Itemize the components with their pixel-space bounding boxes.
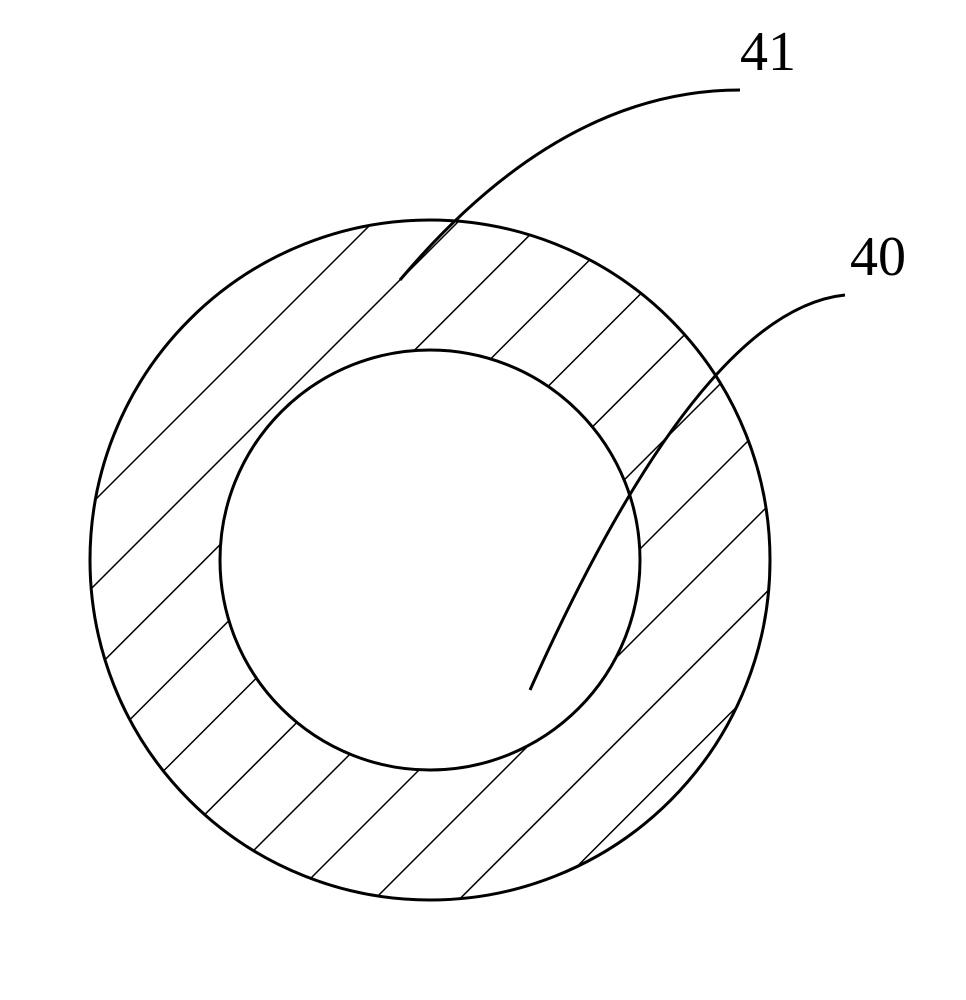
label-41: 41: [740, 20, 796, 84]
diagram-container: 41 40: [0, 0, 966, 1000]
hatched-ring: [0, 0, 966, 1000]
label-40: 40: [850, 225, 906, 289]
cross-section-diagram: [0, 0, 966, 1000]
